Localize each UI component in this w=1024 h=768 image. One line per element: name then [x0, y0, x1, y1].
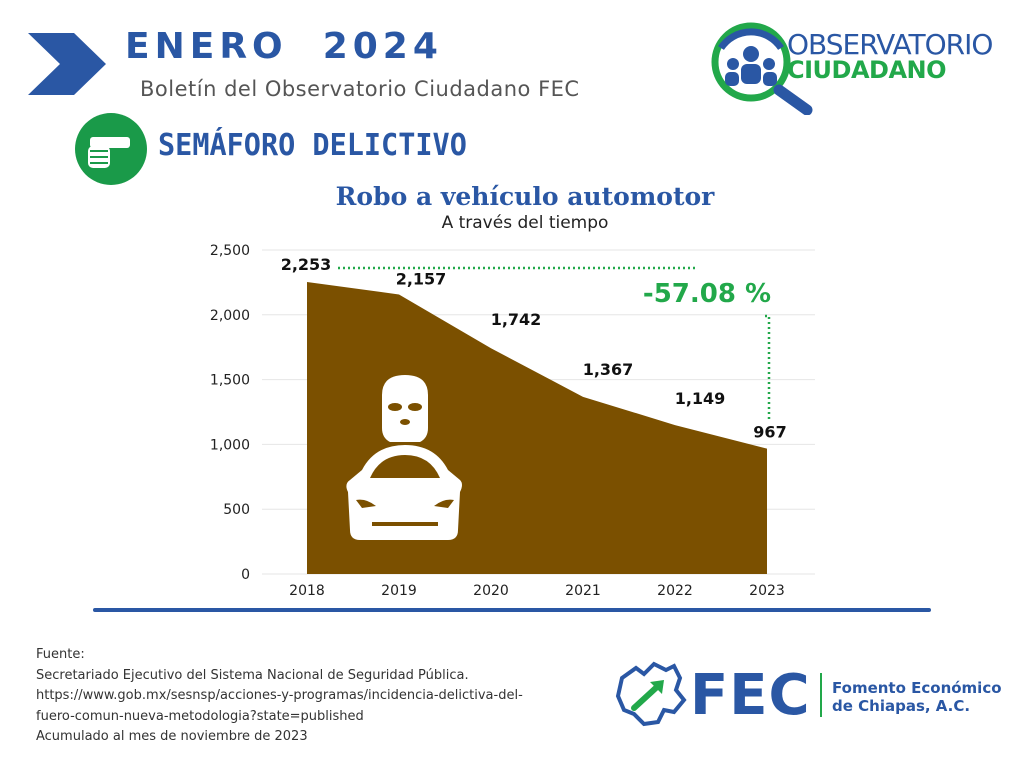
data-label: 1,367 [583, 360, 634, 379]
data-label: 1,742 [491, 310, 542, 329]
source-line: https://www.gob.mx/sesnsp/acciones-y-pro… [36, 688, 523, 703]
observatorio-magnifier-icon [711, 22, 813, 115]
source-line: Secretariado Ejecutivo del Sistema Nacio… [36, 667, 469, 683]
fec-logo-text: FEC [690, 663, 811, 728]
x-tick-label: 2020 [473, 583, 509, 599]
data-label: 1,149 [675, 389, 726, 408]
x-tick-label: 2023 [749, 583, 785, 599]
chiapas-map-icon [615, 661, 687, 727]
source-note: Fuente: Secretariado Ejecutivo del Siste… [36, 645, 523, 748]
chevron-arrow-icon [28, 33, 106, 95]
y-tick-label: 500 [223, 502, 250, 518]
annotation-line-vertical [765, 314, 771, 422]
source-line: Acumulado al mes de noviembre de 2023 [36, 729, 308, 744]
robber-car-icon [346, 375, 462, 540]
y-tick-label: 0 [241, 567, 250, 583]
data-label: 2,157 [396, 269, 447, 288]
fec-logo-divider [820, 673, 822, 717]
y-tick-label: 1,000 [210, 437, 250, 453]
y-tick-label: 1,500 [210, 373, 250, 389]
data-label: 967 [753, 423, 786, 442]
x-tick-label: 2021 [565, 583, 601, 599]
x-tick-label: 2022 [657, 583, 693, 599]
annotation-label: -57.08 % [643, 279, 771, 309]
fec-name-line1: Fomento Económico [832, 679, 1002, 697]
section-title: SEMÁFORO DELICTIVO [158, 128, 467, 163]
header-subtitle: Boletín del Observatorio Ciudadano FEC [140, 77, 580, 101]
logo-ciudadano-text: CIUDADANO [787, 56, 947, 84]
divider [93, 608, 931, 612]
y-tick-label: 2,500 [210, 243, 250, 259]
header-title: ENERO 2024 [125, 26, 443, 67]
x-tick-label: 2018 [289, 583, 325, 599]
fec-name-line2: de Chiapas, A.C. [832, 697, 971, 715]
pointing-hand-icon [75, 113, 147, 185]
logo-observatorio-text: OBSERVATORIO [787, 28, 993, 61]
chart-title: Robo a vehículo automotor [335, 182, 715, 211]
chart-subtitle: A través del tiempo [441, 213, 609, 233]
source-line: fuero-comun-nueva-metodologia?state=publ… [36, 708, 364, 724]
source-line: Fuente: [36, 647, 85, 662]
x-tick-label: 2019 [381, 583, 417, 599]
data-label: 2,253 [281, 255, 332, 274]
y-tick-label: 2,000 [210, 308, 250, 324]
